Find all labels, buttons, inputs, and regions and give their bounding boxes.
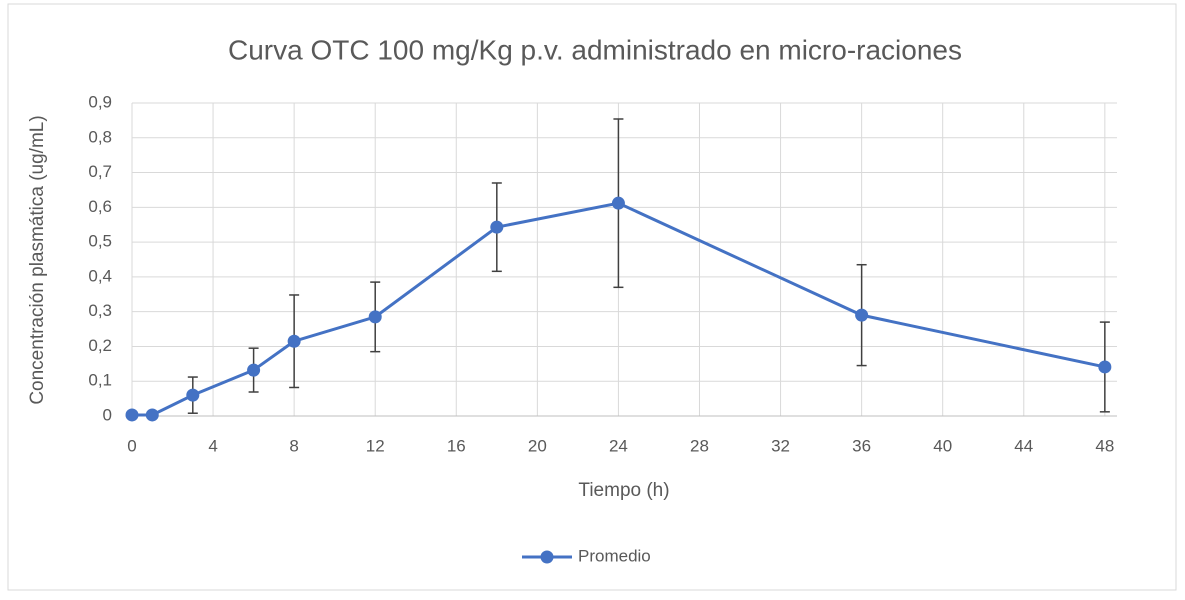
x-tick-label: 24 xyxy=(609,436,628,455)
data-point xyxy=(855,308,869,322)
y-axis-label: Concentración plasmática (ug/mL) xyxy=(27,115,48,404)
x-tick-label: 12 xyxy=(366,436,385,455)
data-point xyxy=(145,408,159,422)
y-tick-label: 0 xyxy=(103,405,112,424)
x-tick-label: 0 xyxy=(127,436,136,455)
y-tick-label: 0,7 xyxy=(88,162,112,181)
legend-marker xyxy=(540,550,554,564)
y-tick-label: 0,6 xyxy=(88,197,112,216)
series-line xyxy=(132,201,1106,417)
x-tick-label: 36 xyxy=(852,436,871,455)
x-tick-label: 4 xyxy=(208,436,217,455)
x-tick-label: 28 xyxy=(690,436,709,455)
data-point xyxy=(287,334,301,348)
data-point xyxy=(247,363,261,377)
x-axis-label: Tiempo (h) xyxy=(578,480,669,501)
x-tick-label: 20 xyxy=(528,436,547,455)
data-point xyxy=(368,310,382,324)
legend-label: Promedio xyxy=(578,546,651,565)
data-point xyxy=(186,388,200,402)
x-tick-label: 16 xyxy=(447,436,466,455)
x-tick-label: 32 xyxy=(771,436,790,455)
data-point xyxy=(1098,360,1112,374)
y-tick-label: 0,9 xyxy=(88,92,112,111)
y-tick-label: 0,1 xyxy=(88,371,112,390)
chart-title: Curva OTC 100 mg/Kg p.v. administrado en… xyxy=(228,34,962,65)
y-tick-label: 0,2 xyxy=(88,336,112,355)
chart-border xyxy=(7,3,1177,591)
y-tick-label: 0,5 xyxy=(88,232,112,251)
y-tick-label: 0,8 xyxy=(88,127,112,146)
x-tick-label: 8 xyxy=(289,436,298,455)
y-tick-label: 0,4 xyxy=(88,266,112,285)
y-tick-label: 0,3 xyxy=(88,301,112,320)
x-tick-label: 48 xyxy=(1095,436,1114,455)
data-point xyxy=(611,196,625,210)
x-tick-label: 40 xyxy=(933,436,952,455)
data-point xyxy=(125,408,139,422)
x-tick-label: 44 xyxy=(1014,436,1033,455)
data-point xyxy=(490,220,504,234)
